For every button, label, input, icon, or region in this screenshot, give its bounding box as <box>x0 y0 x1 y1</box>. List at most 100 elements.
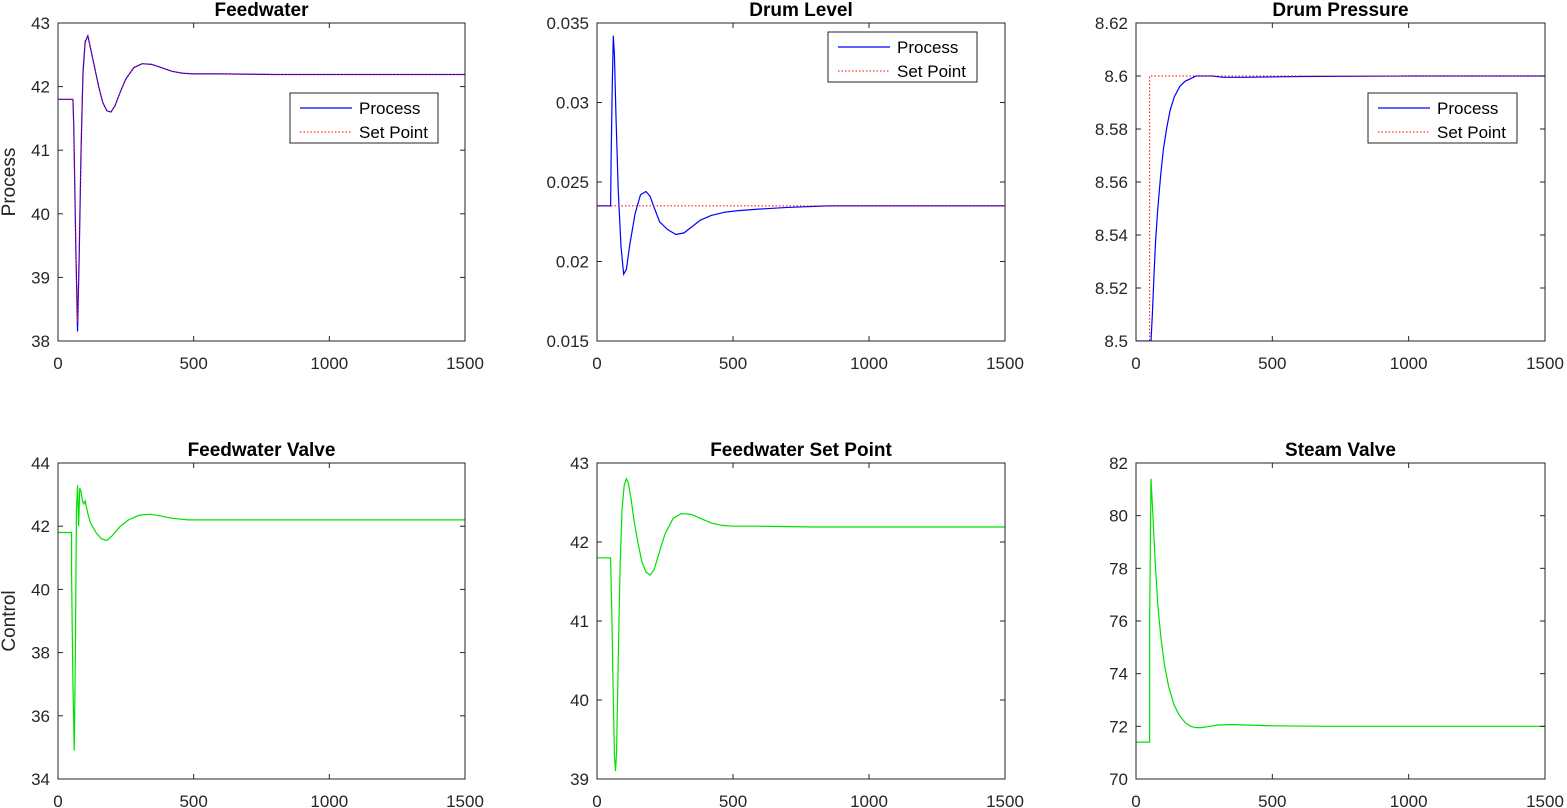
plot-area <box>1136 23 1545 341</box>
subplot-steam-valve: 0 500 1000 1500 70 72 74 76 78 80 82 Steam Valve <box>1109 440 1564 808</box>
x-tick-label: 0 <box>53 354 62 373</box>
x-tick-label: 0 <box>1131 354 1140 373</box>
x-tick-label: 0 <box>592 792 601 808</box>
legend-box <box>827 31 978 83</box>
y-tick-label: 34 <box>31 770 50 789</box>
y-tick-label: 0.035 <box>546 14 589 33</box>
x-tick-label: 1000 <box>850 792 888 808</box>
x-tick-label: 1500 <box>986 354 1024 373</box>
x-tick-label: 500 <box>1258 354 1286 373</box>
subplot-drum-pressure: 0 500 1000 1500 8.5 8.52 8.54 8.56 8.58 8.6 8.62 Dr… <box>1095 0 1564 373</box>
x-tick-label: 1000 <box>850 354 888 373</box>
x-tick-label: 1500 <box>446 792 484 808</box>
x-tick-label: 1500 <box>1526 354 1564 373</box>
legend-box <box>289 92 439 144</box>
legend: Process Set Point <box>827 31 978 83</box>
legend-entry: Set Point <box>1437 123 1506 142</box>
y-tick-label: 8.62 <box>1095 14 1128 33</box>
y-tick-label: 70 <box>1109 770 1128 789</box>
y-tick-label: 44 <box>31 454 50 473</box>
series-line-line-0 <box>1136 478 1545 743</box>
legend-box <box>1367 92 1518 144</box>
y-tick-label: 39 <box>570 770 589 789</box>
legend: Process Set Point <box>289 92 439 144</box>
y-tick-label: 42 <box>31 78 50 97</box>
y-tick-label: 40 <box>31 580 50 599</box>
y-tick-label: 0.02 <box>556 253 589 272</box>
y-tick-label: 0.015 <box>546 332 589 351</box>
subplot-feedwater-set-point: 0 500 1000 1500 39 40 41 42 43 Feedwater Set Poin… <box>570 440 1024 808</box>
y-tick-label: 36 <box>31 707 50 726</box>
axes-box <box>57 462 466 780</box>
y-tick-label: 8.5 <box>1104 332 1128 351</box>
y-tick-label: 8.6 <box>1104 67 1128 86</box>
y-tick-label: 42 <box>31 517 50 536</box>
y-tick-label: 72 <box>1109 717 1128 736</box>
y-tick-label: 38 <box>31 332 50 351</box>
y-tick-label: 40 <box>570 691 589 710</box>
x-tick-label: 1000 <box>310 792 348 808</box>
plot-area <box>597 463 1005 779</box>
y-tick-label: 80 <box>1109 507 1128 526</box>
x-tick-label: 500 <box>719 792 747 808</box>
x-tick-label: 500 <box>719 354 747 373</box>
subplot-drum-level: 0 500 1000 1500 0.015 0.02 0.025 0.03 0.035 Drum … <box>546 0 1023 373</box>
x-tick-label: 500 <box>179 354 207 373</box>
chart-title: Feedwater Set Point <box>710 440 892 461</box>
y-tick-label: 0.025 <box>546 173 589 192</box>
x-tick-label: 1500 <box>986 792 1024 808</box>
x-tick-label: 1000 <box>310 354 348 373</box>
x-tick-label: 1500 <box>446 354 484 373</box>
chart-title: Steam Valve <box>1285 440 1396 461</box>
axes-box <box>57 22 466 342</box>
y-tick-label: 78 <box>1109 559 1128 578</box>
legend: Process Set Point <box>1367 92 1518 144</box>
chart-title: Drum Pressure <box>1272 0 1408 21</box>
y-axis-label: Control <box>0 590 20 651</box>
x-tick-label: 0 <box>53 792 62 808</box>
y-tick-label: 8.56 <box>1095 173 1128 192</box>
legend-entry: Set Point <box>359 123 428 142</box>
legend-entry: Process <box>359 99 420 118</box>
y-tick-label: 41 <box>31 141 50 160</box>
series-line-process <box>1136 75 1545 341</box>
subplot-feedwater-valve: 0 500 1000 1500 34 36 38 40 42 44 Feedwater Valve C… <box>0 440 484 808</box>
x-tick-label: 1000 <box>1390 792 1428 808</box>
x-tick-label: 0 <box>592 354 601 373</box>
series-line-set-point <box>1136 75 1545 341</box>
x-tick-label: 500 <box>1258 792 1286 808</box>
legend-entry: Process <box>897 38 958 57</box>
plot-area <box>58 23 465 341</box>
y-tick-label: 42 <box>570 533 589 552</box>
y-tick-label: 82 <box>1109 454 1128 473</box>
plot-area <box>58 463 465 779</box>
legend-entry: Process <box>1437 99 1498 118</box>
series-line-line-0 <box>58 485 465 751</box>
legend-entry: Set Point <box>897 62 966 81</box>
chart-title: Feedwater Valve <box>188 440 336 461</box>
y-tick-label: 0.03 <box>556 94 589 113</box>
x-tick-label: 1500 <box>1526 792 1564 808</box>
series-line-process <box>597 35 1005 277</box>
y-tick-label: 43 <box>570 454 589 473</box>
y-tick-label: 8.52 <box>1095 279 1128 298</box>
chart-title: Feedwater <box>215 0 310 21</box>
y-tick-label: 8.58 <box>1095 120 1128 139</box>
plot-area <box>1136 463 1545 779</box>
x-tick-label: 500 <box>179 792 207 808</box>
x-tick-label: 1000 <box>1390 354 1428 373</box>
y-tick-label: 41 <box>570 612 589 631</box>
y-tick-label: 8.54 <box>1095 226 1128 245</box>
y-axis-label: Process <box>0 148 20 217</box>
series-line-line-0 <box>597 477 1005 772</box>
y-tick-label: 40 <box>31 205 50 224</box>
y-tick-label: 74 <box>1109 665 1128 684</box>
chart-title: Drum Level <box>749 0 852 21</box>
y-tick-label: 38 <box>31 644 50 663</box>
subplot-feedwater: 0 500 1000 1500 38 39 40 41 42 43 Feedwater Process… <box>0 0 484 373</box>
y-tick-label: 43 <box>31 14 50 33</box>
x-tick-label: 0 <box>1131 792 1140 808</box>
y-tick-label: 76 <box>1109 612 1128 631</box>
y-tick-label: 39 <box>31 268 50 287</box>
